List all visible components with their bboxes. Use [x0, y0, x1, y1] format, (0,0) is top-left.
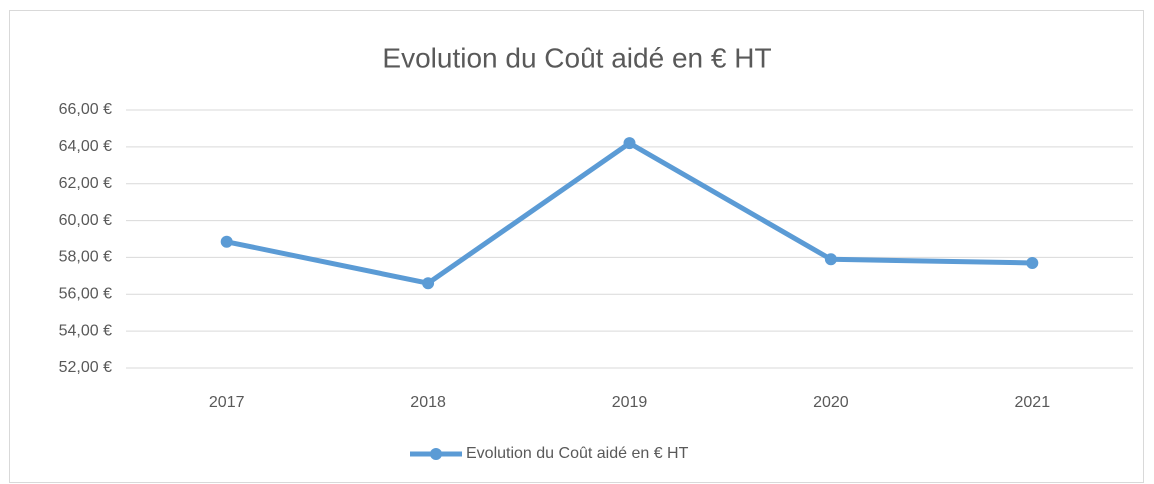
point [220, 235, 233, 248]
y-tick-label: 64,00 € [59, 138, 112, 155]
y-tick-label: 60,00 € [59, 212, 112, 229]
y-tick-label: 52,00 € [59, 359, 112, 376]
x-tick-label: 2019 [612, 394, 648, 411]
point [1026, 256, 1039, 269]
y-tick-label: 54,00 € [59, 322, 112, 339]
x-tick-label: 2018 [410, 394, 446, 411]
chart-title: Evolution du Coût aidé en € HT [382, 42, 771, 73]
point [422, 277, 435, 290]
y-tick-label: 56,00 € [59, 286, 112, 303]
y-tick-label: 66,00 € [59, 101, 112, 118]
legend-label: Evolution du Coût aidé en € HT [466, 445, 689, 462]
x-tick-label: 2021 [1015, 394, 1051, 411]
x-tick-label: 2017 [209, 394, 245, 411]
chart-frame [9, 10, 1144, 483]
point [623, 137, 636, 150]
point [824, 253, 837, 266]
legend-marker [430, 448, 442, 460]
x-tick-label: 2020 [813, 394, 849, 411]
y-tick-label: 62,00 € [59, 175, 112, 192]
y-tick-label: 58,00 € [59, 249, 112, 266]
